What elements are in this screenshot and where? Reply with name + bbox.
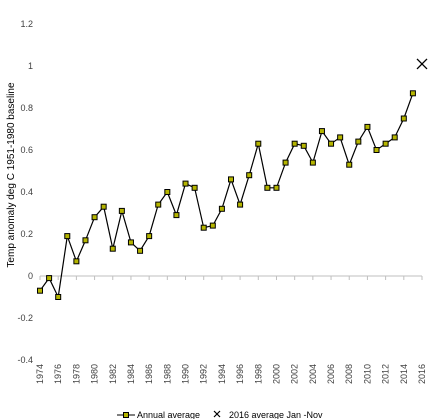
data-point-2005	[318, 128, 325, 135]
data-point-2009	[355, 138, 362, 145]
x-tick-label: 1988	[162, 364, 172, 384]
y-tick-label: 0	[28, 271, 33, 281]
data-point-1977	[64, 233, 71, 240]
x-tick-label: 2008	[344, 364, 354, 384]
x-tick-label: 1990	[181, 364, 191, 384]
x-tick-label: 1996	[235, 364, 245, 384]
y-tick-label: -0.4	[17, 355, 33, 365]
annual-average-markers	[37, 90, 416, 300]
x-tick-label: 1994	[217, 364, 227, 384]
data-point-1991	[191, 184, 198, 191]
x-tick-label: 1976	[53, 364, 63, 384]
data-point-1980	[91, 214, 98, 221]
data-point-1990	[182, 180, 189, 187]
data-point-1975	[46, 275, 53, 282]
data-point-2000	[273, 184, 280, 191]
data-point-1997	[246, 172, 253, 179]
x-tick-label: 1986	[144, 364, 154, 384]
x-tick-label: 1974	[35, 364, 45, 384]
y-tick-label: 1	[28, 61, 33, 71]
data-point-2003	[300, 142, 307, 149]
data-point-1974	[37, 287, 43, 294]
data-point-1989	[173, 212, 180, 219]
data-point-1999	[264, 184, 271, 191]
data-point-1985	[137, 247, 144, 254]
data-point-2012	[382, 140, 389, 147]
2016-average-marker	[416, 58, 428, 70]
data-point-1992	[200, 224, 207, 231]
data-point-1979	[82, 237, 89, 244]
data-point-1993	[209, 222, 216, 229]
legend-label-annual: Annual average	[137, 410, 200, 419]
data-point-1976	[55, 294, 62, 300]
x-tick-label: 2002	[290, 364, 300, 384]
y-axis-title: Temp anomaly deg C 1951-1980 baseline	[6, 82, 17, 268]
data-point-2014	[400, 115, 407, 122]
data-point-2006	[328, 140, 335, 147]
data-point-2015	[409, 90, 416, 97]
data-point-1998	[255, 140, 262, 147]
x-tick-label: 1982	[108, 364, 118, 384]
data-point-2001	[282, 159, 289, 166]
x-tick-label: 2016	[417, 364, 427, 384]
data-point-2011	[373, 147, 380, 153]
data-point-1988	[164, 189, 171, 195]
data-point-1981	[100, 203, 107, 210]
x-tick-label: 2000	[271, 364, 281, 384]
data-point-1984	[127, 239, 134, 246]
data-point-1978	[73, 258, 80, 265]
x-tick-label: 1998	[253, 364, 263, 384]
y-tick-label: -0.2	[17, 313, 33, 323]
data-point-1994	[218, 205, 225, 212]
x-tick-label: 2006	[326, 364, 336, 384]
x-tick-label: 1984	[126, 364, 136, 384]
legend: Annual average 2016 average Jan -Nov	[117, 410, 323, 419]
legend-marker-2016	[213, 410, 221, 418]
annual-average-line	[39, 93, 414, 300]
data-point-2007	[337, 134, 344, 141]
data-point-2008	[346, 161, 353, 168]
x-tick-label: 2014	[399, 364, 409, 384]
legend-marker-annual	[123, 412, 129, 418]
x-tick-label: 1978	[71, 364, 81, 384]
data-point-1982	[109, 245, 116, 252]
y-tick-label: 0.2	[20, 229, 33, 239]
data-point-1983	[118, 207, 125, 214]
x-tick-label: 2010	[362, 364, 372, 384]
x-tick-label: 1992	[199, 364, 209, 384]
y-tick-label: 1.2	[20, 19, 33, 29]
data-point-2010	[364, 123, 371, 130]
data-point-2002	[291, 140, 298, 147]
x-tick-label: 2012	[381, 364, 391, 384]
x-marker-stroke-b	[416, 58, 428, 70]
y-tick-label: 0.4	[20, 187, 33, 197]
data-point-2004	[309, 159, 316, 166]
data-point-1986	[146, 233, 153, 240]
x-tick-label: 1980	[90, 364, 100, 384]
legend-label-2016: 2016 average Jan -Nov	[229, 410, 323, 419]
data-point-1995	[228, 176, 234, 183]
data-point-1987	[155, 201, 162, 208]
x-axis-tick-labels: 1974 1976 1978 1980 1982 1984 1986 1988 1990 1992…	[35, 364, 427, 384]
y-tick-label: 0.8	[20, 103, 33, 113]
data-point-2013	[391, 134, 398, 141]
data-point-1996	[237, 201, 244, 208]
y-axis-tick-labels: -0.4 -0.2 0 0.2 0.4 0.6 0.8 1 1.2	[17, 19, 33, 365]
x-axis-tick-marks	[39, 276, 423, 280]
x-tick-label: 2004	[308, 364, 318, 384]
y-tick-label: 0.6	[20, 145, 33, 155]
